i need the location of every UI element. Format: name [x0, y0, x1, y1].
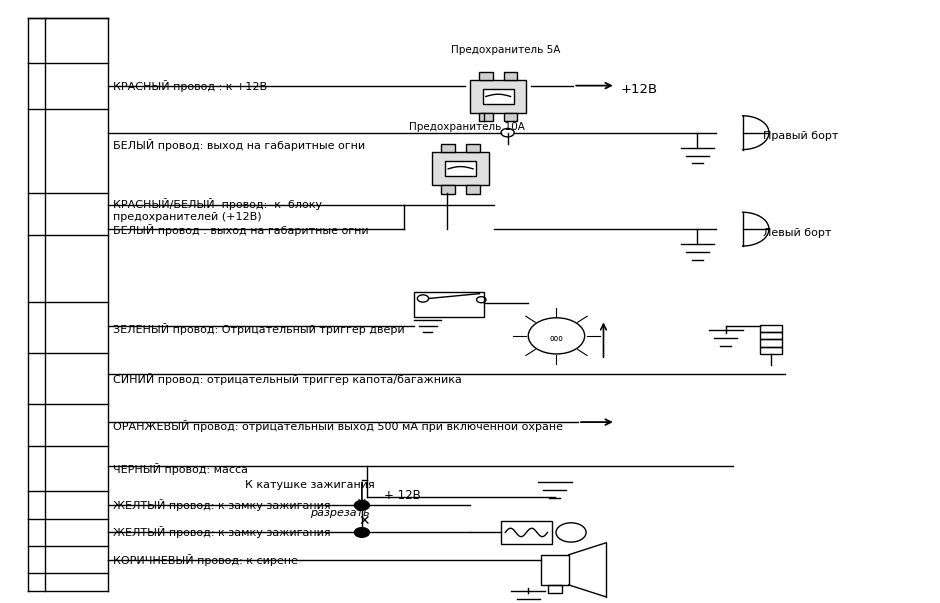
Circle shape: [354, 500, 369, 510]
Text: ЖЕЛТЫЙ провод: к замку зажигания: ЖЕЛТЫЙ провод: к замку зажигания: [113, 526, 331, 538]
Text: разрезать: разрезать: [310, 508, 369, 519]
Text: ОРАНЖЕВЫЙ провод: отрицательный выход 500 мА при включенной охране: ОРАНЖЕВЫЙ провод: отрицательный выход 50…: [113, 420, 563, 432]
Text: ЗЕЛЕНЫЙ провод: Отрицательный триггер двери: ЗЕЛЕНЫЙ провод: Отрицательный триггер дв…: [113, 323, 404, 335]
Bar: [501, 521, 553, 544]
Bar: [548, 585, 562, 593]
Bar: [442, 185, 455, 194]
Bar: [414, 292, 484, 317]
Text: ЖЕЛТЫЙ провод: к замку зажигания: ЖЕЛТЫЙ провод: к замку зажигания: [113, 499, 331, 511]
Text: БЕЛЫЙ провод: выход на габаритные огни: БЕЛЫЙ провод: выход на габаритные огни: [113, 139, 365, 151]
Bar: [466, 185, 479, 194]
Bar: [442, 144, 455, 153]
Bar: [479, 113, 493, 121]
Bar: [483, 89, 514, 104]
Text: Предохранитель 5А: Предохранитель 5А: [451, 45, 560, 55]
Bar: [504, 72, 517, 80]
Bar: [504, 113, 517, 121]
Text: БЕЛЫЙ провод : выход на габаритные огни: БЕЛЫЙ провод : выход на габаритные огни: [113, 224, 368, 236]
Text: Левый борт: Левый борт: [763, 228, 832, 238]
Circle shape: [354, 528, 369, 537]
Text: КРАСНЫЙ провод : к +12В: КРАСНЫЙ провод : к +12В: [113, 80, 267, 92]
Bar: [466, 144, 479, 153]
Text: Предохранитель 10А: Предохранитель 10А: [409, 122, 525, 132]
Bar: [446, 162, 476, 176]
Text: КОРИЧНЕВЫЙ провод: к сирене: КОРИЧНЕВЫЙ провод: к сирене: [113, 554, 298, 566]
Text: + 12В: + 12В: [384, 489, 420, 502]
Text: КРАСНЫЙ/БЕЛЫЙ  провод:  к  блоку
предохранителей (+12В): КРАСНЫЙ/БЕЛЫЙ провод: к блоку предохрани…: [113, 198, 321, 222]
Bar: [432, 152, 489, 186]
Bar: [540, 555, 569, 585]
Bar: [760, 347, 782, 354]
Text: К катушке зажигания: К катушке зажигания: [245, 481, 375, 490]
Text: ooo: ooo: [550, 334, 563, 343]
Bar: [470, 80, 526, 113]
Text: ЧЕРНЫЙ провод: масса: ЧЕРНЫЙ провод: масса: [113, 463, 248, 475]
Text: Правый борт: Правый борт: [763, 131, 838, 141]
Bar: [760, 325, 782, 332]
Text: +12В: +12В: [620, 83, 657, 96]
Bar: [760, 332, 782, 339]
Bar: [479, 72, 493, 80]
Text: ✕: ✕: [358, 514, 369, 528]
Bar: [760, 339, 782, 347]
Text: СИНИЙ провод: отрицательный триггер капота/багажника: СИНИЙ провод: отрицательный триггер капо…: [113, 373, 462, 385]
